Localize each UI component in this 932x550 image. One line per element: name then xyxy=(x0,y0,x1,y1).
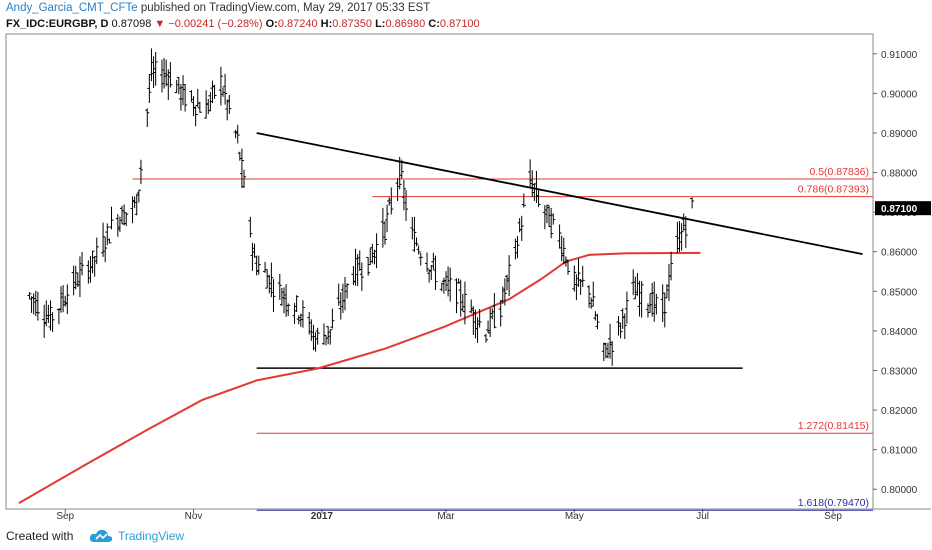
fib-level-label: 0.786(0.87393) xyxy=(798,184,869,196)
price-change: ▼ −0.00241 (−0.28%) xyxy=(154,18,263,30)
current-price-tag xyxy=(875,201,931,216)
symbol-label[interactable]: FX_IDC:EURGBP, D xyxy=(6,18,109,30)
footer: Created with TradingView xyxy=(0,522,932,550)
author-link[interactable]: Andy_Garcia_CMT_CFTe xyxy=(6,2,138,14)
tradingview-brand[interactable]: TradingView xyxy=(118,529,185,543)
x-tick-label: Sep xyxy=(56,511,74,522)
x-tick-label: Nov xyxy=(185,511,203,522)
close-label: C: xyxy=(428,18,440,30)
x-tick-label: Jul xyxy=(696,511,709,522)
high-label: H: xyxy=(320,18,333,30)
ohlc-bars xyxy=(27,48,695,366)
x-tick-label: May xyxy=(565,511,584,522)
moving-average-line xyxy=(18,251,701,504)
fib-level-label: 1.618(0.79470) xyxy=(798,497,869,509)
y-tick-label: 0.80000 xyxy=(881,485,918,496)
current-price-label: 0.87100 xyxy=(881,204,918,215)
y-tick-label: 0.86000 xyxy=(881,248,918,259)
open-value: 0.87240 xyxy=(277,18,318,30)
y-tick-label: 0.90000 xyxy=(881,89,918,100)
y-tick-label: 0.83000 xyxy=(881,366,918,377)
tradingview-cloud-icon xyxy=(88,528,114,549)
low-value: 0.86980 xyxy=(385,18,426,30)
symbol-header: FX_IDC:EURGBP, D 0.87098 ▼ −0.00241 (−0.… xyxy=(6,18,480,30)
y-tick-label: 0.81000 xyxy=(881,446,918,457)
y-tick-label: 0.89000 xyxy=(881,129,918,140)
y-tick-label: 0.88000 xyxy=(881,169,918,180)
close-value: 0.87100 xyxy=(439,18,480,30)
open-label: O: xyxy=(265,18,278,30)
x-tick-label: Mar xyxy=(437,511,455,522)
y-tick-label: 0.91000 xyxy=(881,50,918,61)
y-tick-label: 0.82000 xyxy=(881,406,918,417)
last-price: 0.87098 xyxy=(111,18,152,30)
high-value: 0.87350 xyxy=(332,18,373,30)
y-tick-label: 0.85000 xyxy=(881,287,918,298)
x-tick-label: 2017 xyxy=(311,511,334,522)
fib-level-label: 0.5(0.87836) xyxy=(809,166,869,178)
created-with-label: Created with xyxy=(6,529,74,543)
x-tick-label: Sep xyxy=(824,511,842,522)
publish-header: Andy_Garcia_CMT_CFTe published on Tradin… xyxy=(6,2,430,14)
low-label: L: xyxy=(375,18,386,30)
resistance-trendline xyxy=(256,132,863,255)
y-tick-label: 0.84000 xyxy=(881,327,918,338)
plot-frame xyxy=(5,33,874,510)
publish-info: published on TradingView.com, May 29, 20… xyxy=(140,2,431,14)
fib-level-label: 1.272(0.81415) xyxy=(798,420,869,432)
